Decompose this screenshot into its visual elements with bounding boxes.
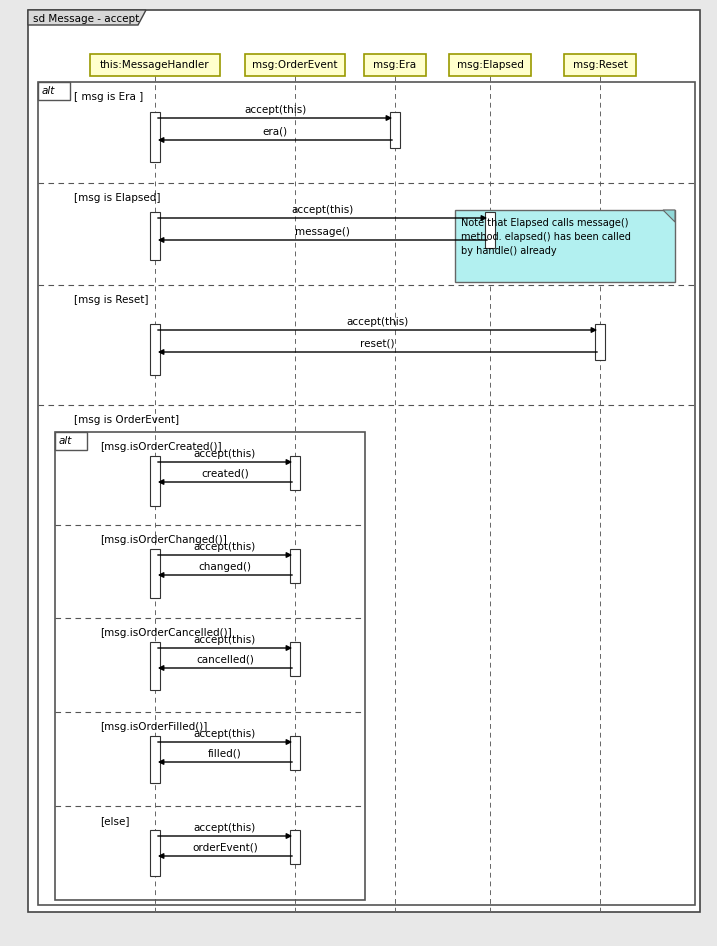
Text: changed(): changed(): [199, 562, 252, 572]
Text: Note that Elapsed calls message()
method. elapsed() has been called
by handle() : Note that Elapsed calls message() method…: [461, 218, 631, 256]
Text: accept(this): accept(this): [194, 823, 256, 833]
Text: cancelled(): cancelled(): [196, 655, 254, 665]
Bar: [449, 54, 531, 76]
Text: message(): message(): [295, 227, 350, 237]
Text: sd Message - accept: sd Message - accept: [33, 13, 139, 24]
Bar: [564, 54, 636, 76]
Text: era(): era(): [262, 127, 288, 137]
Polygon shape: [663, 210, 675, 222]
Text: [msg is Reset]: [msg is Reset]: [74, 295, 148, 305]
Text: accept(this): accept(this): [194, 635, 256, 645]
Text: reset(): reset(): [360, 339, 395, 349]
Bar: [390, 112, 400, 148]
Bar: [55, 432, 87, 450]
Text: [msg.isOrderChanged()]: [msg.isOrderChanged()]: [100, 535, 227, 545]
Bar: [290, 549, 300, 583]
Text: alt: alt: [42, 86, 55, 96]
Bar: [485, 212, 495, 248]
Text: [msg.isOrderFilled()]: [msg.isOrderFilled()]: [100, 722, 207, 732]
Bar: [150, 830, 160, 876]
Bar: [364, 54, 426, 76]
Text: [else]: [else]: [100, 816, 130, 826]
Bar: [290, 456, 300, 490]
Bar: [150, 456, 160, 506]
Text: accept(this): accept(this): [194, 729, 256, 739]
Bar: [150, 212, 160, 260]
Text: msg:OrderEvent: msg:OrderEvent: [252, 60, 338, 70]
Bar: [55, 432, 365, 900]
Bar: [150, 324, 160, 375]
Bar: [290, 736, 300, 770]
Bar: [595, 324, 605, 360]
Bar: [455, 210, 675, 282]
Text: [msg is OrderEvent]: [msg is OrderEvent]: [74, 415, 179, 425]
Text: accept(this): accept(this): [194, 542, 256, 552]
Text: accept(this): accept(this): [346, 317, 409, 327]
Text: this:MessageHandler: this:MessageHandler: [100, 60, 210, 70]
Bar: [245, 54, 345, 76]
Bar: [38, 82, 70, 100]
Text: accept(this): accept(this): [244, 105, 306, 115]
Text: accept(this): accept(this): [194, 449, 256, 459]
Text: msg:Reset: msg:Reset: [573, 60, 627, 70]
Text: [msg.isOrderCreated()]: [msg.isOrderCreated()]: [100, 442, 222, 452]
Text: msg:Elapsed: msg:Elapsed: [457, 60, 523, 70]
Bar: [150, 112, 160, 162]
Text: [msg.isOrderCancelled()]: [msg.isOrderCancelled()]: [100, 628, 232, 638]
Bar: [90, 54, 220, 76]
Text: alt: alt: [59, 436, 72, 446]
Bar: [290, 830, 300, 864]
Text: filled(): filled(): [208, 749, 242, 759]
Text: created(): created(): [201, 469, 249, 479]
Text: orderEvent(): orderEvent(): [192, 843, 258, 853]
Text: [msg is Elapsed]: [msg is Elapsed]: [74, 193, 161, 203]
Polygon shape: [28, 10, 146, 25]
Bar: [290, 642, 300, 676]
Bar: [150, 736, 160, 783]
Bar: [150, 642, 160, 690]
Text: accept(this): accept(this): [291, 205, 353, 215]
Bar: [150, 549, 160, 598]
Text: [ msg is Era ]: [ msg is Era ]: [74, 92, 143, 102]
Bar: [38, 82, 695, 905]
Text: msg:Era: msg:Era: [374, 60, 417, 70]
